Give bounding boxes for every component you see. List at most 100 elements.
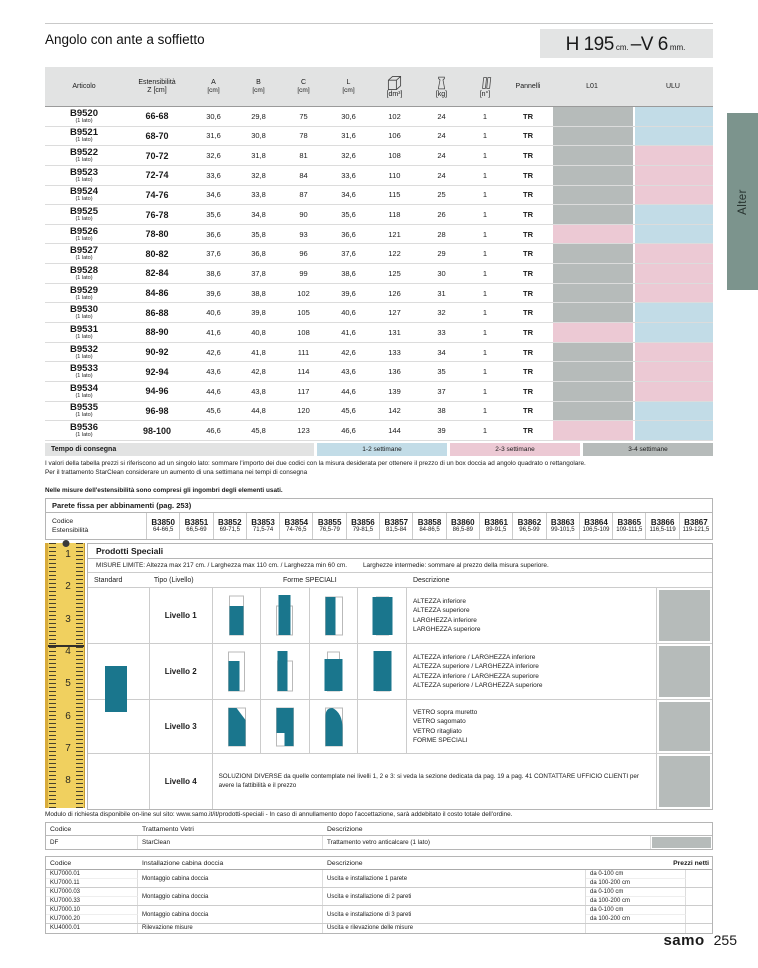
cell-ulu-delivery (633, 401, 713, 421)
delivery-legend-blue: 1-2 settimane (317, 443, 447, 456)
vetri-col-descrizione: Descrizione (327, 825, 363, 833)
cell-n: 1 (482, 131, 488, 141)
parete-item: B3858 84-86,5 (412, 513, 445, 539)
cell-ulu-delivery (633, 283, 713, 303)
cell-pannelli: TR (523, 386, 533, 396)
note-estensibilita: Nelle misure dell'estensibilità sono com… (45, 487, 283, 494)
col-a: A (211, 78, 216, 86)
cell-estensibilita: 92-94 (145, 366, 169, 377)
install-range (586, 924, 686, 933)
table-row: B9523 (1 lato) 72-74 33,6 32,8 84 33,6 11… (45, 165, 713, 186)
install-code: KU7000.20 (46, 914, 138, 923)
cell-l: 36,6 (341, 229, 356, 239)
cell-c: 78 (299, 131, 308, 141)
install-range: da 0-100 cm (586, 870, 686, 879)
install-range: da 0-100 cm (586, 906, 686, 915)
cell-c: 87 (299, 190, 308, 200)
table-row: B9524 (1 lato) 74-76 34,6 33,8 87 34,6 11… (45, 185, 713, 206)
cell-articolo: B9526 (1 lato) (70, 225, 98, 242)
cell-l: 32,6 (341, 151, 356, 161)
cell-l01-delivery (551, 421, 633, 440)
cell-estensibilita: 74-76 (145, 189, 169, 200)
cell-n: 1 (482, 229, 488, 239)
cell-b: 33,8 (251, 190, 266, 200)
cell-n: 1 (482, 151, 488, 161)
cell-a: 45,6 (206, 406, 221, 416)
modulo-note: Modulo di richiesta disponibile on-line … (45, 811, 513, 818)
cell-n: 1 (482, 367, 488, 377)
cell-l: 43,6 (341, 367, 356, 377)
tape-joint (48, 645, 84, 647)
forma-speciale-cell (261, 644, 310, 699)
parete-label-codice: Codice (52, 518, 74, 525)
cell-a: 40,6 (206, 308, 221, 318)
parete-item: B3855 76,5-79 (312, 513, 345, 539)
cell-ulu-delivery (633, 146, 713, 165)
cell-c: 75 (299, 111, 308, 121)
livello-label: Livello 3 (150, 700, 213, 753)
livello-label: Livello 1 (150, 588, 213, 643)
cell-estensibilita: 94-96 (145, 386, 169, 397)
table-row: B9525 (1 lato) 76-78 35,6 34,8 90 35,6 11… (45, 205, 713, 225)
cell-a: 41,6 (206, 327, 221, 337)
spec-height: H 195 (565, 34, 615, 55)
table-row: B9526 (1 lato) 78-80 36,6 35,8 93 36,6 12… (45, 224, 713, 245)
table-row: B9532 (1 lato) 90-92 42,6 41,8 111 42,6 1… (45, 342, 713, 363)
cell-l01-delivery (551, 244, 633, 264)
cell-pannelli: TR (523, 308, 533, 318)
cell-ulu-delivery (633, 244, 713, 264)
vetri-row: DF StarClean Trattamento vetro anticalca… (46, 836, 712, 849)
cell-n: 1 (482, 406, 488, 416)
cell-n: 1 (482, 249, 488, 259)
note-line1: I valori della tabella prezzi si riferis… (45, 460, 586, 467)
measuring-tape: 1 2 3 4 5 6 7 8 (45, 540, 85, 808)
standard-cell (88, 644, 150, 699)
tape-number: 6 (65, 710, 71, 722)
cell-kg: 26 (437, 210, 446, 220)
install-code: KU7000.33 (46, 896, 138, 905)
cell-pannelli: TR (523, 151, 533, 161)
install-range: da 100-200 cm (586, 914, 686, 923)
cell-estensibilita: 80-82 (145, 248, 169, 259)
cell-kg: 32 (437, 308, 446, 318)
forma-speciale-cell (310, 588, 359, 643)
parete-item: B3866 116,5-119 (645, 513, 678, 539)
cell-kg: 24 (437, 170, 446, 180)
cell-l01-delivery (551, 323, 633, 342)
install-name: Rilevazione misure (138, 924, 323, 933)
cell-estensibilita: 88-90 (145, 327, 169, 338)
cell-l01-delivery (551, 107, 633, 126)
prodotti-title: Prodotti Speciali (88, 544, 712, 559)
cell-pannelli: TR (523, 327, 533, 337)
page-title: Angolo con ante a soffietto (45, 32, 205, 47)
delivery-legend-gray: 3-4 settimane (583, 443, 713, 456)
delivery-label: Tempo di consegna (45, 443, 314, 456)
cell-ulu-delivery (633, 165, 713, 185)
parete-item: B3857 81,5-84 (379, 513, 412, 539)
cell-l01-delivery (551, 165, 633, 185)
cell-n: 1 (482, 268, 488, 278)
table-row: B9533 (1 lato) 92-94 43,6 42,8 114 43,6 1… (45, 362, 713, 382)
cell-b: 44,8 (251, 406, 266, 416)
cell-dm3: 131 (388, 327, 401, 337)
vetri-code: DF (46, 836, 138, 849)
cell-l: 46,6 (341, 426, 356, 436)
forma-speciale-cell (213, 644, 262, 699)
cell-c: 93 (299, 229, 308, 239)
install-code: KU7000.11 (46, 878, 138, 887)
brand-logo: samo (663, 932, 705, 949)
cell-c: 81 (299, 151, 308, 161)
install-range: da 100-200 cm (586, 896, 686, 905)
cell-dm3: 139 (388, 386, 401, 396)
cell-l: 31,6 (341, 131, 356, 141)
cell-kg: 24 (437, 131, 446, 141)
install-code: KU7000.01 (46, 870, 138, 879)
forma-speciale-cell (310, 700, 359, 753)
cell-n: 1 (482, 386, 488, 396)
vetri-col-codice: Codice (50, 825, 72, 833)
cell-kg: 39 (437, 426, 446, 436)
parete-title: Parete fissa per abbinamenti (pag. 253) (46, 499, 712, 513)
parete-item: B3862 96,5-99 (512, 513, 545, 539)
cell-articolo: B9535 (1 lato) (70, 402, 98, 419)
